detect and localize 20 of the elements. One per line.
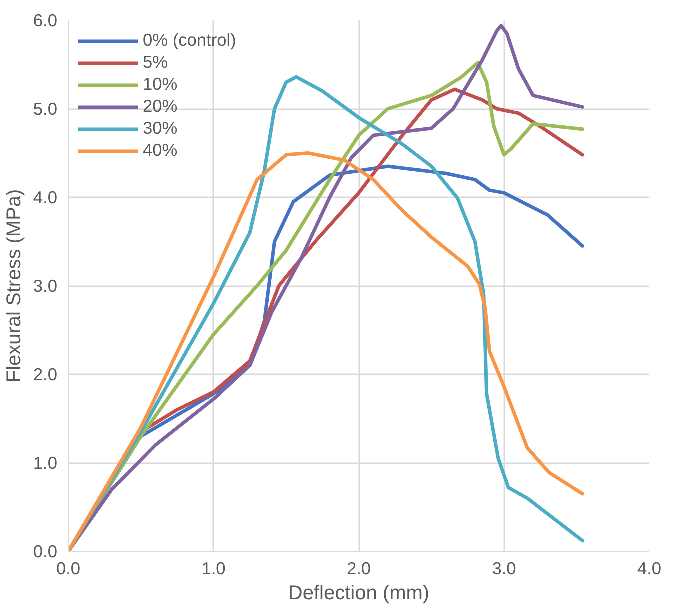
- y-tick-label: 5.0: [33, 99, 58, 119]
- x-tick-label: 4.0: [637, 558, 662, 578]
- y-tick-label: 4.0: [33, 188, 58, 208]
- y-tick-label: 0.0: [33, 542, 58, 562]
- legend-label: 20%: [143, 96, 178, 117]
- legend-label: 30%: [143, 118, 178, 139]
- x-tick-label: 2.0: [346, 558, 372, 578]
- y-tick-label: 2.0: [33, 364, 58, 384]
- legend-label: 40%: [143, 140, 178, 161]
- x-axis-title: Deflection (mm): [288, 582, 430, 604]
- y-tick-label: 1.0: [33, 453, 58, 473]
- y-tick-label: 6.0: [33, 10, 58, 30]
- legend-label: 5%: [143, 52, 168, 73]
- legend-label: 0% (control): [143, 30, 236, 51]
- y-tick-label: 3.0: [33, 276, 58, 296]
- legend-label: 10%: [143, 74, 178, 95]
- x-tick-label: 3.0: [492, 558, 516, 578]
- y-axis-title: Flexural Stress (MPa): [3, 189, 26, 383]
- x-tick-label: 1.0: [202, 558, 226, 578]
- x-tick-label: 0.0: [56, 558, 81, 578]
